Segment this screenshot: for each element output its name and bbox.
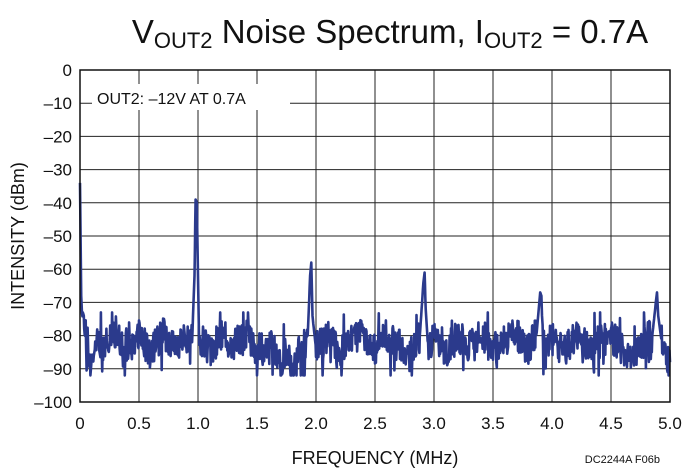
x-tick-label: 3.5	[481, 414, 505, 433]
x-axis-label: FREQUENCY (MHz)	[292, 448, 459, 468]
y-tick-label: –10	[44, 94, 72, 113]
figure-id: DC2244A F06b	[585, 454, 660, 466]
x-tick-label: 2.0	[304, 414, 328, 433]
y-tick-label: –60	[44, 260, 72, 279]
x-tick-label: 0	[75, 414, 84, 433]
y-axis-label: INTENSITY (dBm)	[8, 162, 28, 310]
x-tick-label: 4.0	[540, 414, 564, 433]
y-tick-label: –80	[44, 327, 72, 346]
y-tick-label: –70	[44, 293, 72, 312]
y-tick-label: –50	[44, 227, 72, 246]
x-tick-label: 2.5	[363, 414, 387, 433]
x-tick-label: 0.5	[127, 414, 151, 433]
y-tick-label: –90	[44, 360, 72, 379]
x-tick-label: 1.0	[186, 414, 210, 433]
x-tick-label: 1.5	[245, 414, 269, 433]
y-tick-label: –100	[34, 393, 72, 412]
y-tick-label: –20	[44, 127, 72, 146]
spectrum-series-line	[78, 182, 672, 377]
chart-title: VOUT2 Noise Spectrum, IOUT2 = 0.7A	[132, 13, 648, 53]
x-tick-labels: 0 0.5 1.0 1.5 2.0 2.5 3.0 3.5 4.0 4.5 5.0	[75, 414, 682, 433]
y-tick-label: –40	[44, 194, 72, 213]
chart-annotation: OUT2: –12V AT 0.7A	[97, 91, 246, 108]
x-tick-label: 4.5	[599, 414, 623, 433]
y-tick-labels: 0 –10 –20 –30 –40 –50 –60 –70 –80 –90 –100	[34, 61, 72, 412]
x-tick-label: 5.0	[658, 414, 682, 433]
x-tick-label: 3.0	[422, 414, 446, 433]
y-tick-label: –30	[44, 161, 72, 180]
series-group	[78, 182, 672, 377]
plot-frame	[79, 69, 671, 403]
annotation-background	[92, 84, 290, 110]
y-tick-label: 0	[63, 61, 72, 80]
